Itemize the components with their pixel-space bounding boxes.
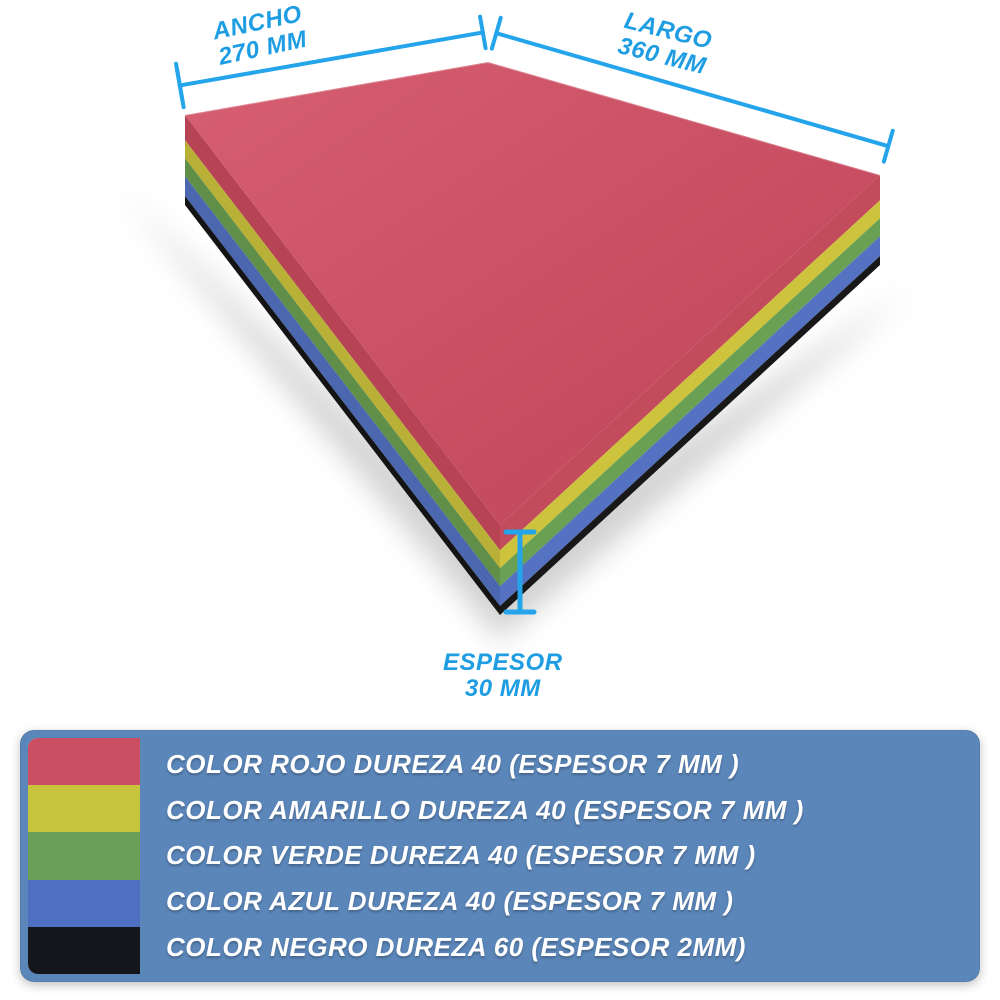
legend-label: COLOR NEGRO DUREZA 60 (ESPESOR 2MM) bbox=[166, 932, 962, 963]
legend-label: COLOR AMARILLO DUREZA 40 (ESPESOR 7 MM ) bbox=[166, 795, 962, 826]
legend-label: COLOR AZUL DUREZA 40 (ESPESOR 7 MM ) bbox=[166, 886, 962, 917]
isometric-block-svg bbox=[0, 0, 1000, 720]
dimension-thickness-value: 30 MM bbox=[465, 675, 541, 702]
legend-swatch bbox=[28, 880, 140, 927]
legend-swatch bbox=[28, 738, 140, 785]
legend-labels-column: COLOR ROJO DUREZA 40 (ESPESOR 7 MM ) COLO… bbox=[140, 738, 972, 974]
dimension-thickness-name: ESPESOR bbox=[443, 649, 563, 676]
legend-label: COLOR VERDE DUREZA 40 (ESPESOR 7 MM ) bbox=[166, 840, 962, 871]
legend-swatch bbox=[28, 785, 140, 832]
legend-card: COLOR ROJO DUREZA 40 (ESPESOR 7 MM ) COLO… bbox=[20, 730, 980, 982]
legend-label: COLOR ROJO DUREZA 40 (ESPESOR 7 MM ) bbox=[166, 749, 962, 780]
legend-swatch bbox=[28, 927, 140, 974]
legend-swatch bbox=[28, 832, 140, 879]
diagram-stage: ANCHO 270 MM LARGO 360 MM ESPESOR 30 MM bbox=[0, 0, 1000, 720]
legend-swatch-column bbox=[28, 738, 140, 974]
dimension-thickness-label: ESPESOR 30 MM bbox=[443, 650, 563, 703]
